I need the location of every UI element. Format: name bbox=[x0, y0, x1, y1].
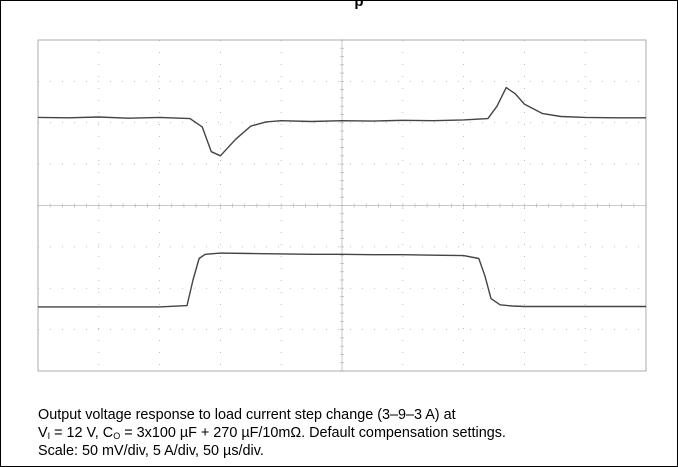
caption-line-1: Output voltage response to load current … bbox=[38, 407, 456, 423]
waveform-traces bbox=[37, 86, 646, 308]
trace-1 bbox=[37, 86, 646, 157]
caption-line-2: VI = 12 V, CO = 3x100 µF + 270 µF/10mΩ. … bbox=[38, 425, 506, 441]
caption-line-3: Scale: 50 mV/div, 5 A/div, 50 µs/div. bbox=[38, 443, 264, 459]
oscilloscope-plot bbox=[37, 39, 647, 372]
figure-heading-fragment: p bbox=[354, 0, 364, 9]
trace-2 bbox=[38, 252, 646, 308]
figure-caption: Output voltage response to load current … bbox=[38, 406, 668, 460]
plot-border bbox=[37, 39, 647, 372]
graticule bbox=[37, 39, 647, 372]
